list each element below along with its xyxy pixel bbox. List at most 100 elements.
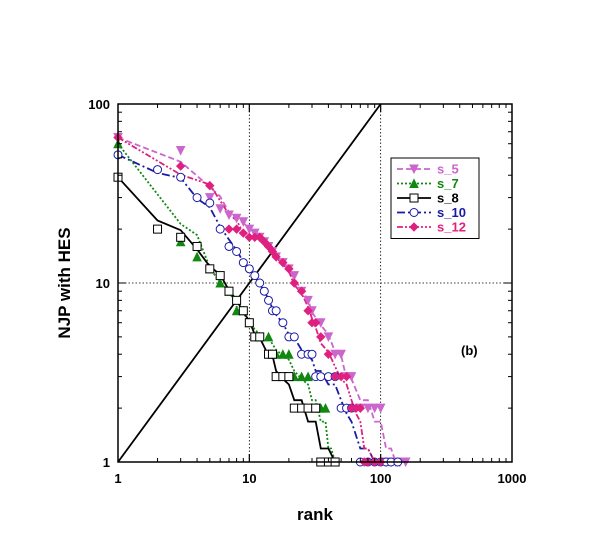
data-point-s_8 xyxy=(153,224,163,234)
data-point-s_10 xyxy=(176,172,186,182)
data-point-s_5 xyxy=(323,332,334,343)
data-point-s_12 xyxy=(259,237,270,247)
data-point-s_7 xyxy=(215,277,226,288)
data-point-s_8 xyxy=(238,306,248,316)
data-point-s_12 xyxy=(263,241,274,252)
data-point-s_10 xyxy=(250,271,260,281)
data-point-s_7 xyxy=(263,331,274,342)
data-point-s_12 xyxy=(296,286,307,296)
series-line-s_8 xyxy=(117,176,336,463)
data-point-s_8 xyxy=(284,372,294,382)
data-point-s_10 xyxy=(307,349,317,359)
series-line-s_10 xyxy=(117,153,398,463)
data-point-s_5 xyxy=(289,271,300,281)
y-tick-label: 100 xyxy=(88,97,110,112)
data-point-s_8 xyxy=(267,349,277,359)
data-point-s_10 xyxy=(232,246,242,256)
data-point-s_5 xyxy=(330,349,340,360)
legend-marker-s_7 xyxy=(409,178,419,188)
data-point-s_5 xyxy=(363,403,373,414)
data-point-s_8 xyxy=(255,332,265,342)
data-point-s_10 xyxy=(238,258,248,268)
data-point-s_12 xyxy=(238,228,249,238)
legend-label-s_10: s_10 xyxy=(437,205,466,220)
legend-label-s_8: s_8 xyxy=(437,191,459,206)
data-point-s_7 xyxy=(278,349,288,359)
data-point-s_12 xyxy=(284,264,294,274)
x-tick-label: 100 xyxy=(370,471,392,486)
panel-annotation: (b) xyxy=(461,343,478,358)
data-point-s_5 xyxy=(303,295,313,306)
data-point-s_12 xyxy=(255,232,265,243)
data-point-s_8 xyxy=(205,264,215,274)
reference-line xyxy=(117,103,382,463)
x-tick-label: 10 xyxy=(242,471,256,486)
data-point-s_5 xyxy=(369,403,380,414)
data-point-s_5 xyxy=(175,145,186,156)
data-point-s_12 xyxy=(316,332,326,342)
legend-label-s_5: s_5 xyxy=(437,162,459,177)
data-point-s_10 xyxy=(215,224,225,234)
data-point-s_12 xyxy=(341,371,352,382)
data-point-s_12 xyxy=(224,224,234,234)
data-point-s_5 xyxy=(204,193,215,203)
data-point-s_10 xyxy=(264,295,274,305)
data-point-s_5 xyxy=(336,349,346,360)
axis-ticks xyxy=(117,103,513,463)
data-point-s_12 xyxy=(310,318,321,328)
data-point-s_10 xyxy=(255,278,265,288)
data-point-s_8 xyxy=(232,295,242,305)
data-point-s_10 xyxy=(224,241,234,251)
data-point-s_5 xyxy=(215,204,226,214)
data-point-s_8 xyxy=(244,318,254,328)
data-point-s_10 xyxy=(192,193,202,203)
x-axis-label: rank xyxy=(297,505,333,524)
data-point-s_12 xyxy=(303,306,313,316)
series-lines xyxy=(117,136,406,463)
data-point-s_7 xyxy=(231,305,242,316)
data-point-s_12 xyxy=(278,257,288,268)
data-point-s_10 xyxy=(259,286,269,296)
legend-marker-s_10 xyxy=(409,208,419,217)
data-point-s_8 xyxy=(224,286,234,296)
series-line-s_7 xyxy=(117,143,336,463)
tick-labels: 1 10 100 1000 1 10 100 xyxy=(88,97,526,486)
x-tick-label: 1000 xyxy=(498,471,527,486)
data-point-s_7 xyxy=(296,371,307,382)
data-point-s_5 xyxy=(375,403,386,414)
legend-label-s_12: s_12 xyxy=(437,220,466,235)
data-point-s_10 xyxy=(289,332,299,342)
y-tick-label: 10 xyxy=(96,276,110,291)
data-point-s_7 xyxy=(192,251,202,262)
data-point-s_10 xyxy=(316,372,326,382)
data-point-s_8 xyxy=(311,403,321,413)
data-point-s_5 xyxy=(238,217,249,227)
legend-marker-s_5 xyxy=(409,164,419,175)
data-point-s_8 xyxy=(303,403,313,413)
data-point-s_12 xyxy=(267,246,278,257)
data-point-s_8 xyxy=(215,271,225,281)
data-point-s_10 xyxy=(205,198,215,208)
legend-marker-s_8 xyxy=(409,193,419,203)
data-point-s_12 xyxy=(205,180,215,191)
data-point-s_8 xyxy=(192,241,202,251)
data-point-s_12 xyxy=(323,349,334,359)
data-point-s_5 xyxy=(224,210,234,221)
data-point-s_12 xyxy=(355,403,366,413)
data-point-s_10 xyxy=(153,165,163,175)
legend-label-s_7: s_7 xyxy=(437,176,459,191)
data-point-s_5 xyxy=(231,213,242,224)
data-point-s_12 xyxy=(175,161,186,171)
y-axis-label: NJP with HES xyxy=(55,227,74,338)
series-line-s_5 xyxy=(117,136,406,463)
legend: s_5s_7s_8s_10s_12 xyxy=(390,157,480,239)
data-point-s_7 xyxy=(320,402,331,413)
data-point-s_10 xyxy=(271,306,281,316)
data-point-s_10 xyxy=(244,264,254,274)
data-point-s_7 xyxy=(284,349,294,359)
data-point-s_12 xyxy=(231,224,242,234)
series-markers xyxy=(113,132,411,468)
data-point-s_10 xyxy=(278,318,288,328)
x-tick-label: 1 xyxy=(114,471,121,486)
